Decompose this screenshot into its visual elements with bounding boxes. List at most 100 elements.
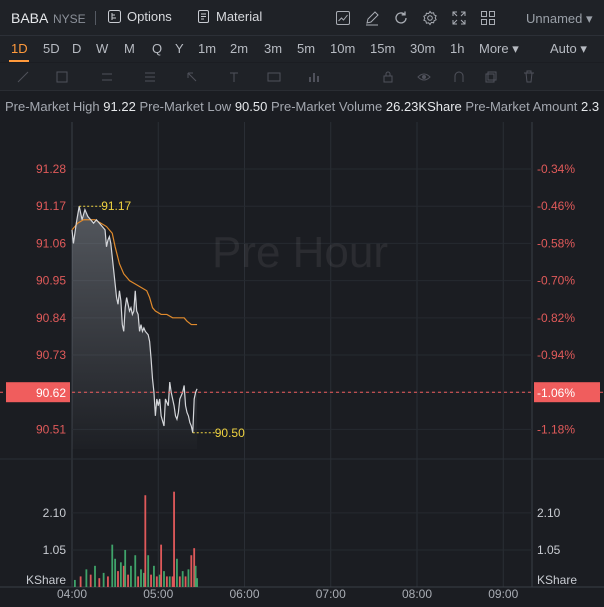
volume-bar <box>122 565 125 587</box>
line-tool-icon[interactable] <box>16 70 30 84</box>
price-tick-label: 90.84 <box>36 311 66 325</box>
toolbar-icons <box>334 9 497 27</box>
volume-bar <box>153 565 155 587</box>
channel-tool-icon[interactable] <box>143 70 157 84</box>
x-tick-label: 09:00 <box>488 587 518 601</box>
eye-icon[interactable] <box>417 70 431 84</box>
volume-bar <box>119 562 122 587</box>
layout-dropdown[interactable]: Unnamed ▾ <box>526 11 593 27</box>
volume-bar <box>111 544 114 587</box>
x-tick-label: 08:00 <box>402 587 432 601</box>
price-tick-label: 90.51 <box>36 422 66 436</box>
scale-dropdown[interactable]: Auto ▾ <box>550 41 587 57</box>
text-tool-icon[interactable] <box>227 70 241 84</box>
tab-w[interactable]: W <box>96 41 109 56</box>
chevron-down-icon: ▾ <box>512 41 519 56</box>
premarket-amount-value: 2.3 <box>581 99 600 114</box>
layers-icon[interactable] <box>484 70 498 84</box>
current-percent-text: -1.06% <box>537 386 575 400</box>
volume-tick-label: 2.10 <box>43 506 67 520</box>
low-marker-label: 90.50 <box>215 426 245 440</box>
volume-bar <box>196 578 198 587</box>
top-toolbar: BABA NYSE Options Material Unnamed ▾ <box>0 0 604 36</box>
tab-1m[interactable]: 1m <box>198 41 217 56</box>
tab-1d[interactable]: 1D <box>11 41 28 56</box>
chart-icon[interactable] <box>334 9 352 27</box>
premarket-volume-value: 26.23KShare <box>385 99 462 114</box>
tab-q[interactable]: Q <box>152 41 163 56</box>
material-label: Material <box>216 9 263 24</box>
price-tick-label: 91.06 <box>36 236 66 250</box>
volume-bar <box>102 572 105 587</box>
tab-10m[interactable]: 10m <box>330 41 356 56</box>
volume-bar <box>147 555 150 587</box>
tab-y[interactable]: Y <box>175 41 184 56</box>
volume-bar <box>144 495 147 587</box>
edit-icon[interactable] <box>363 9 381 27</box>
volume-bar <box>117 571 119 587</box>
volume-bar <box>79 576 82 587</box>
percent-tick-label: -0.46% <box>537 199 575 213</box>
tab-3m[interactable]: 3m <box>264 41 283 56</box>
price-tick-label: 91.17 <box>36 199 66 213</box>
premarket-volume-label: Pre-Market Volume <box>270 99 383 114</box>
bars-tool-icon[interactable] <box>307 70 321 84</box>
tab-5m[interactable]: 5m <box>297 41 316 56</box>
tab-1h[interactable]: 1h <box>450 41 465 56</box>
volume-bar <box>168 576 171 587</box>
price-tick-label: 91.28 <box>36 162 66 176</box>
scale-label: Auto <box>550 41 577 56</box>
layout-label: Unnamed <box>526 11 583 26</box>
lock-icon[interactable] <box>381 70 395 84</box>
volume-bar <box>150 574 152 587</box>
material-button[interactable]: Material <box>197 9 262 24</box>
label-tool-icon[interactable] <box>267 70 281 84</box>
active-tab-indicator <box>9 60 29 62</box>
chevron-down-icon: ▾ <box>586 11 593 26</box>
symbol-label[interactable]: BABA <box>11 10 49 26</box>
volume-bar <box>173 491 175 587</box>
settings-icon[interactable] <box>421 9 439 27</box>
volume-bar <box>85 569 88 587</box>
price-chart[interactable]: Pre Hour 90.62 -1.06% 91.17 90.50 04:00 0… <box>0 122 604 607</box>
trash-icon[interactable] <box>522 70 536 84</box>
premarket-high-value: 91.22 <box>103 99 136 114</box>
tab-d[interactable]: D <box>72 41 82 56</box>
drawing-toolbar <box>0 63 604 91</box>
volume-tick-label: 1.05 <box>537 543 561 557</box>
volume-bar <box>193 548 196 587</box>
options-button[interactable]: Options <box>108 9 172 24</box>
tab-2m[interactable]: 2m <box>230 41 249 56</box>
x-tick-label: 07:00 <box>316 587 346 601</box>
volume-bar <box>114 558 117 587</box>
x-tick-label: 06:00 <box>229 587 259 601</box>
magnet-icon[interactable] <box>452 70 466 84</box>
tab-15m[interactable]: 15m <box>370 41 396 56</box>
tab-30m[interactable]: 30m <box>410 41 436 56</box>
tab-5d[interactable]: 5D <box>43 41 60 56</box>
arrow-tool-icon[interactable] <box>185 70 199 84</box>
parallel-tool-icon[interactable] <box>100 70 114 84</box>
price-tick-label: 90.73 <box>36 348 66 362</box>
high-marker-label: 91.17 <box>101 199 131 213</box>
volume-bar <box>142 572 145 587</box>
premarket-low-label: Pre-Market Low <box>139 99 232 114</box>
volume-bar <box>107 576 109 587</box>
grid-icon[interactable] <box>479 9 497 27</box>
options-icon <box>108 10 121 23</box>
volume-bar <box>94 565 96 587</box>
more-dropdown[interactable]: More ▾ <box>479 41 519 57</box>
refresh-icon[interactable] <box>392 9 410 27</box>
more-label: More <box>479 41 509 56</box>
timeframe-bar: 1D 5D D W M Q Y 1m 2m 3m 5m 10m 15m 30m … <box>0 36 604 62</box>
rectangle-tool-icon[interactable] <box>55 70 69 84</box>
volume-bar <box>140 569 142 587</box>
fullscreen-icon[interactable] <box>450 9 468 27</box>
volume-bar <box>137 576 140 587</box>
tab-m[interactable]: M <box>124 41 135 56</box>
current-percent-tag <box>534 382 600 403</box>
volume-bar <box>194 565 197 587</box>
volume-bar <box>176 558 178 587</box>
volume-bar <box>158 574 161 587</box>
price-area <box>72 206 198 449</box>
